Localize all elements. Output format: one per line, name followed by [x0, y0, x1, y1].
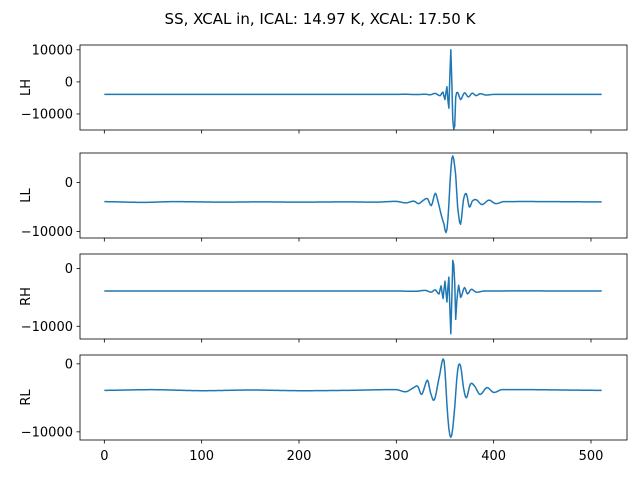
series-line-rl	[104, 358, 602, 439]
y-tick-label: 0	[65, 262, 73, 277]
y-tick-label: −10000	[21, 225, 73, 240]
y-axis-label: RL	[19, 389, 34, 406]
y-tick-label: 0	[65, 176, 73, 191]
series-line-rh	[104, 259, 602, 335]
y-axis-label: RH	[19, 287, 34, 306]
series-line-ll	[104, 155, 602, 234]
axes-frame	[79, 152, 628, 239]
y-axis-label: LL	[19, 188, 34, 203]
y-tick-label: 0	[65, 357, 73, 372]
subplot-lh: 10000 0 −10000 LH	[19, 43, 628, 134]
axes-frame	[79, 354, 628, 441]
axes-frame	[79, 44, 628, 131]
series-line-lh	[104, 49, 602, 130]
y-tick-label: −10000	[21, 425, 73, 440]
x-tick-label: 300	[384, 449, 409, 464]
y-tick-label: −10000	[21, 320, 73, 335]
figure-title: SS, XCAL in, ICAL: 14.97 K, XCAL: 17.50 …	[165, 10, 477, 28]
subplot-ll: 0 −10000 LL	[19, 152, 628, 242]
subplot-rl: 0 −10000 0 100 200 300 400 500 RL	[19, 354, 628, 464]
x-tick-label: 500	[579, 449, 604, 464]
axes-frame	[79, 253, 628, 340]
y-tick-label: 10000	[32, 43, 73, 58]
y-axis-label: LH	[19, 79, 34, 96]
x-tick-label: 200	[287, 449, 312, 464]
x-tick-label: 100	[189, 449, 214, 464]
x-tick-label: 400	[481, 449, 506, 464]
x-tick-label: 0	[100, 449, 108, 464]
subplots: 100000−10000LH0−10000LL0−10000RH0−100000…	[19, 43, 628, 464]
y-tick-label: −10000	[21, 107, 73, 122]
y-tick-label: 0	[65, 75, 73, 90]
subplot-rh: 0 −10000 RH	[19, 253, 628, 343]
